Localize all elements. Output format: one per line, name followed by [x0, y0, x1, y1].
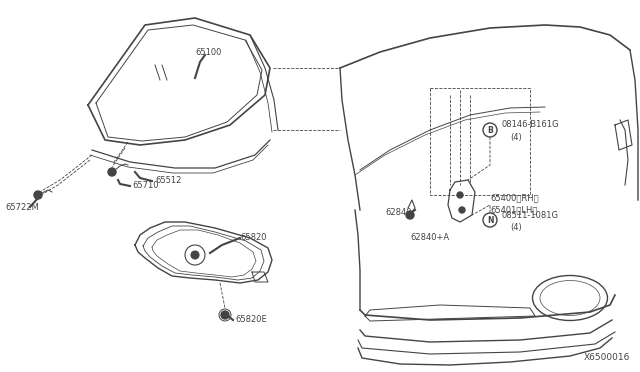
Text: (4): (4) [510, 223, 522, 232]
Text: 62840+A: 62840+A [410, 233, 449, 242]
Text: 65820E: 65820E [235, 315, 267, 324]
Text: 65401〈LH〉: 65401〈LH〉 [490, 205, 538, 214]
Text: 65100: 65100 [195, 48, 221, 57]
Circle shape [221, 311, 229, 319]
Text: 08511-1081G: 08511-1081G [502, 211, 559, 220]
Circle shape [108, 168, 116, 176]
Text: 62840: 62840 [385, 208, 412, 217]
Circle shape [457, 192, 463, 198]
Text: 65820: 65820 [240, 233, 266, 242]
Text: 65400〈RH〉: 65400〈RH〉 [490, 193, 539, 202]
Text: 08146-B161G: 08146-B161G [502, 120, 559, 129]
Text: 65512: 65512 [155, 176, 181, 185]
Text: N: N [487, 215, 493, 224]
Circle shape [406, 211, 414, 219]
Text: B: B [487, 125, 493, 135]
Text: (4): (4) [510, 133, 522, 142]
Text: 65722M: 65722M [5, 203, 39, 212]
Circle shape [459, 207, 465, 213]
Text: 65710: 65710 [132, 181, 159, 190]
Circle shape [34, 191, 42, 199]
Circle shape [191, 251, 199, 259]
Text: X6500016: X6500016 [584, 353, 630, 362]
